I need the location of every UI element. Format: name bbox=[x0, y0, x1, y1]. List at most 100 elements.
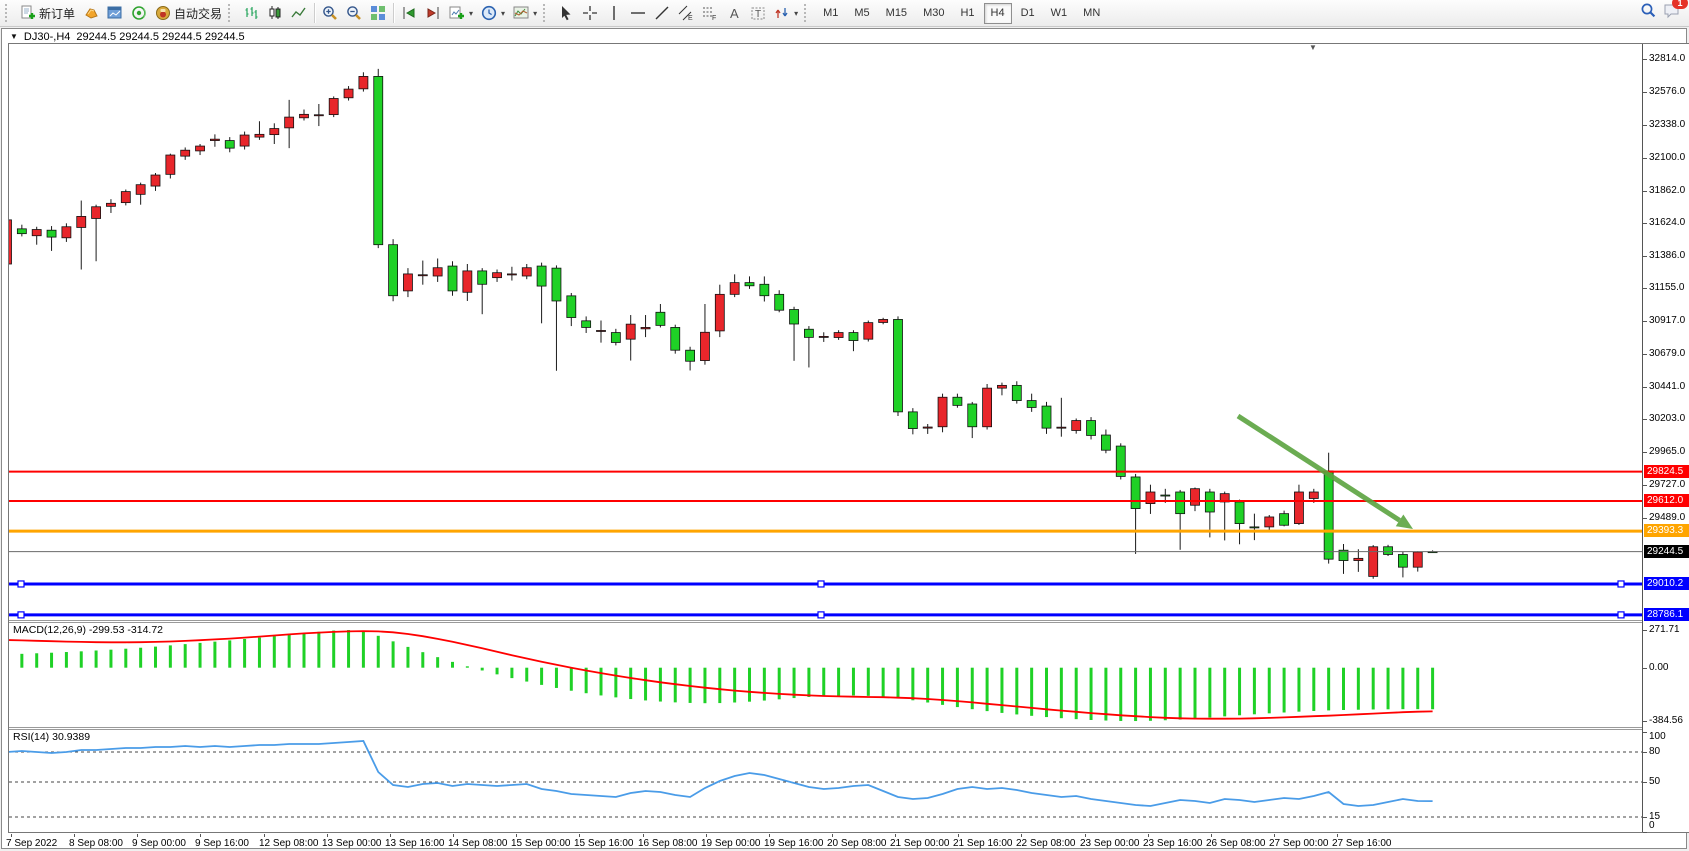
candle-body bbox=[492, 272, 502, 279]
bar-chart-button[interactable] bbox=[239, 2, 263, 25]
line-handle[interactable] bbox=[17, 611, 25, 619]
chevron-down-icon: ▾ bbox=[533, 8, 538, 18]
trendline-icon bbox=[654, 5, 670, 21]
candle-body bbox=[1026, 400, 1037, 408]
autotrade-button[interactable]: 自动交易 bbox=[151, 2, 226, 25]
axis-tick-label: 31155.0 bbox=[1649, 282, 1685, 293]
notifications-button[interactable]: 1 bbox=[1663, 0, 1688, 24]
axis-tick bbox=[1643, 485, 1647, 486]
line-handle[interactable] bbox=[1617, 580, 1625, 588]
time-axis-tick bbox=[200, 834, 201, 837]
timeframe-m5[interactable]: M5 bbox=[847, 3, 876, 24]
zoom-out-button[interactable] bbox=[342, 2, 366, 25]
one-click-trading-arrow[interactable]: ▼ bbox=[10, 32, 18, 41]
line-handle[interactable] bbox=[17, 580, 25, 588]
text-label-button[interactable]: T bbox=[746, 2, 770, 25]
candle-body bbox=[224, 140, 235, 149]
signals-button[interactable] bbox=[127, 2, 151, 25]
trendline-button[interactable] bbox=[650, 2, 674, 25]
new-order-button[interactable]: 新订单 bbox=[16, 2, 79, 25]
line-handle[interactable] bbox=[817, 611, 825, 619]
tile-windows-button[interactable] bbox=[366, 2, 390, 25]
price-pane[interactable]: ▼ bbox=[9, 44, 1642, 620]
chart-shift-button[interactable] bbox=[421, 2, 445, 25]
line-chart-icon bbox=[291, 5, 307, 21]
auto-scroll-icon bbox=[401, 5, 417, 21]
time-axis[interactable]: 7 Sep 2022 8 Sep 08:00 9 Sep 00:00 9 Sep 16… bbox=[4, 834, 1684, 851]
time-axis-tick bbox=[643, 834, 644, 837]
svg-text:A: A bbox=[730, 6, 739, 21]
arrows-button[interactable]: ▾ bbox=[770, 2, 802, 25]
axis-tick-label: 80 bbox=[1649, 746, 1661, 757]
market-watch-button[interactable] bbox=[79, 2, 103, 25]
candle-body bbox=[313, 114, 324, 117]
equidistant-channel-button[interactable]: E bbox=[674, 2, 698, 25]
indicators-icon bbox=[449, 5, 465, 21]
crosshair-button[interactable] bbox=[578, 2, 602, 25]
candle-body bbox=[16, 228, 27, 235]
axis-tick bbox=[1643, 518, 1647, 519]
chart-shift-marker[interactable]: ▼ bbox=[1309, 43, 1317, 52]
timeframe-d1[interactable]: D1 bbox=[1014, 3, 1042, 24]
macd-pane[interactable]: MACD(12,26,9) -299.53 -314.72 bbox=[9, 623, 1642, 727]
line-handle[interactable] bbox=[817, 580, 825, 588]
candle-body bbox=[700, 331, 710, 361]
candle-body bbox=[1383, 546, 1393, 555]
time-axis-label: 23 Sep 00:00 bbox=[1080, 838, 1140, 849]
timeframe-h4[interactable]: H4 bbox=[983, 2, 1012, 24]
time-axis-label: 21 Sep 16:00 bbox=[953, 838, 1013, 849]
time-axis-tick bbox=[832, 834, 833, 837]
line-handle[interactable] bbox=[1617, 611, 1625, 619]
vertical-line-button[interactable] bbox=[602, 2, 626, 25]
macd-plot[interactable] bbox=[9, 623, 1642, 727]
axis-tick-label: -384.56 bbox=[1649, 715, 1683, 726]
axis-tick-label: 50 bbox=[1649, 776, 1661, 787]
candle-body bbox=[388, 244, 399, 297]
zoom-in-button[interactable] bbox=[318, 2, 342, 25]
axis-tick-label: 100 bbox=[1649, 731, 1666, 742]
rsi-pane[interactable]: RSI(14) 30.9389 bbox=[9, 730, 1642, 832]
templates-button[interactable]: ▾ bbox=[509, 2, 541, 25]
candle-body bbox=[180, 149, 191, 157]
rsi-plot[interactable] bbox=[9, 730, 1642, 832]
template-icon bbox=[513, 5, 529, 21]
candle-body bbox=[536, 265, 547, 287]
axis-tick-label: 29727.0 bbox=[1649, 479, 1686, 490]
cursor-button[interactable] bbox=[554, 2, 578, 25]
pane-splitter[interactable] bbox=[9, 620, 1642, 623]
timeframe-m15[interactable]: M15 bbox=[879, 3, 914, 24]
candle-body bbox=[1353, 557, 1364, 561]
candle-body bbox=[848, 332, 859, 341]
price-axis[interactable]: 32814.0 32576.0 32338.0 32100.0 31862.0 31624… bbox=[1642, 44, 1689, 833]
new-chart-button[interactable] bbox=[103, 2, 127, 25]
axis-tick-label: 15 bbox=[1649, 811, 1661, 822]
candlestick-plot[interactable] bbox=[9, 44, 1642, 620]
text-button[interactable]: A bbox=[722, 2, 746, 25]
pane-splitter[interactable] bbox=[9, 727, 1642, 730]
timeframe-w1[interactable]: W1 bbox=[1044, 3, 1075, 24]
candle-body bbox=[120, 191, 131, 204]
autotrade-icon bbox=[155, 5, 171, 21]
candle-body bbox=[997, 384, 1007, 389]
candlestick-chart-button[interactable] bbox=[263, 2, 287, 25]
time-axis-tick bbox=[390, 834, 391, 837]
time-axis-label: 22 Sep 08:00 bbox=[1016, 838, 1076, 849]
candle-body bbox=[625, 323, 636, 340]
trend-arrow-annotation[interactable] bbox=[1236, 413, 1401, 523]
trend-arrow-head[interactable] bbox=[1395, 514, 1413, 529]
timeframe-mn[interactable]: MN bbox=[1076, 3, 1107, 24]
timeframe-h1[interactable]: H1 bbox=[953, 3, 981, 24]
horizontal-line-button[interactable] bbox=[626, 2, 650, 25]
timeframe-m30[interactable]: M30 bbox=[916, 3, 951, 24]
line-chart-button[interactable] bbox=[287, 2, 311, 25]
indicators-button[interactable]: ▾ bbox=[445, 2, 477, 25]
fibonacci-button[interactable]: F bbox=[698, 2, 722, 25]
periods-button[interactable]: ▾ bbox=[477, 2, 509, 25]
search-icon[interactable] bbox=[1640, 2, 1657, 24]
candle-body bbox=[403, 273, 413, 292]
axis-tick bbox=[1643, 321, 1647, 322]
time-axis-tick bbox=[74, 834, 75, 837]
auto-scroll-button[interactable] bbox=[397, 2, 421, 25]
horizontal-line-icon bbox=[630, 5, 646, 21]
timeframe-m1[interactable]: M1 bbox=[816, 3, 845, 24]
